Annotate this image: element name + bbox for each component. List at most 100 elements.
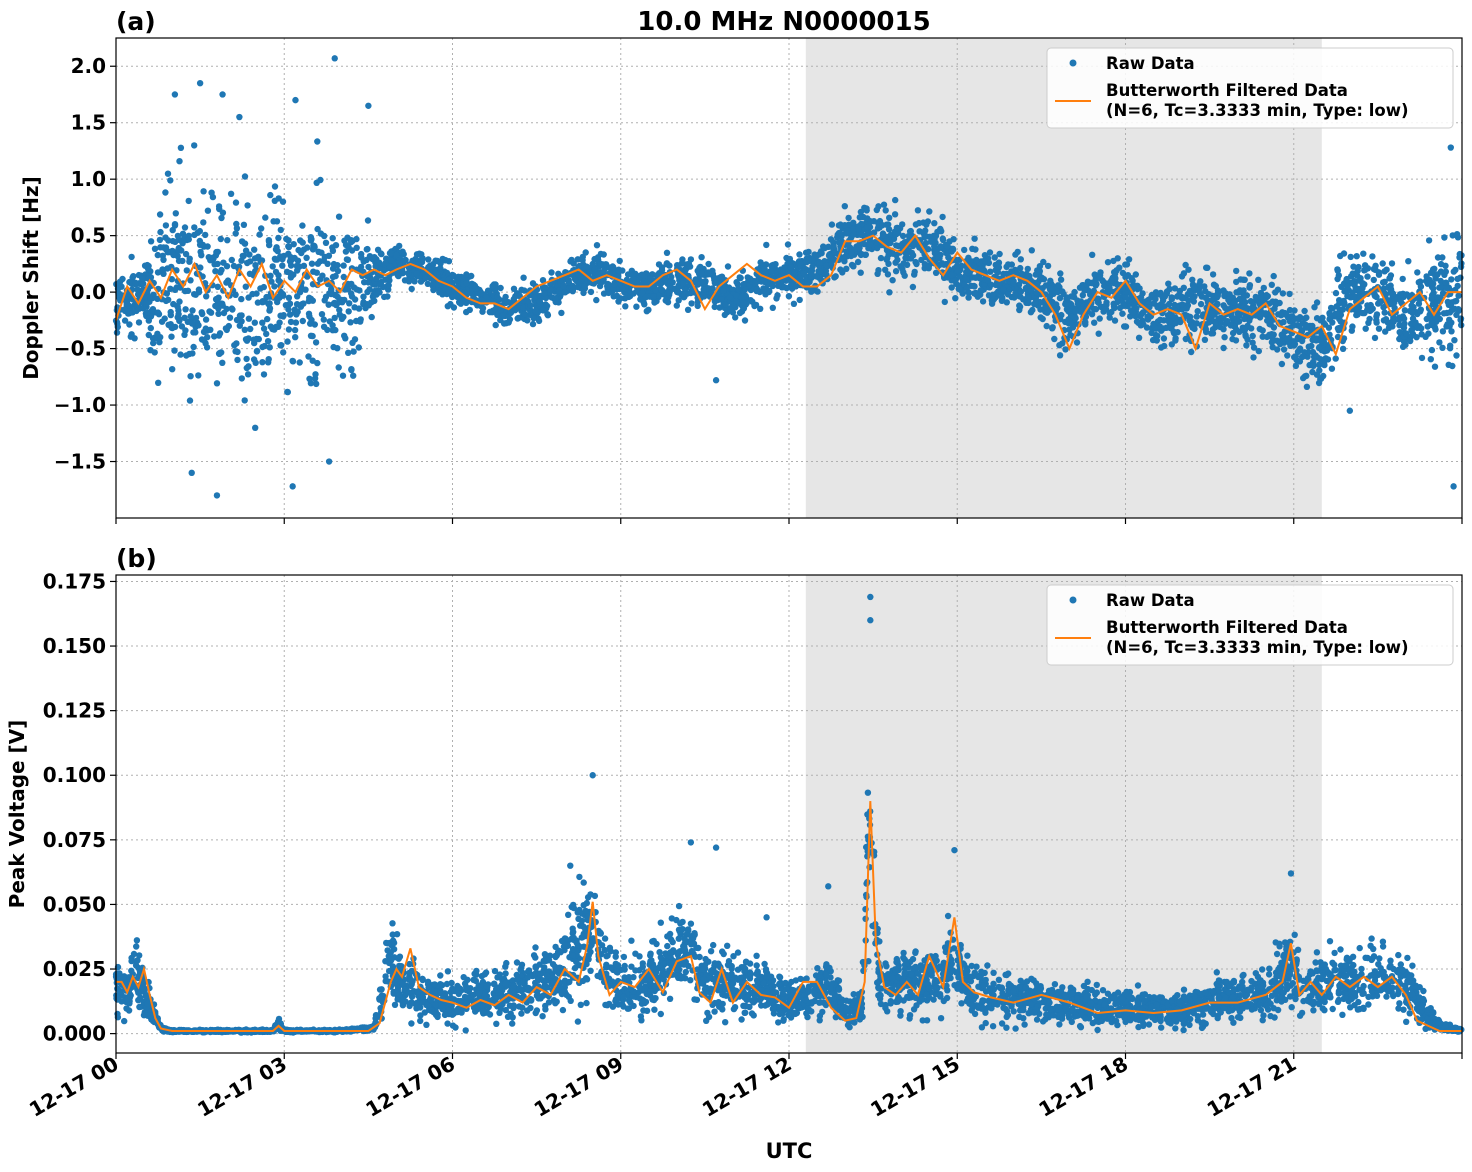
raw-data-point <box>121 317 129 324</box>
raw-data-point <box>1246 282 1254 289</box>
raw-data-point <box>886 214 893 221</box>
raw-data-point <box>1354 267 1361 275</box>
raw-data-point <box>294 308 301 316</box>
raw-data-point <box>183 267 190 274</box>
raw-data-point <box>884 271 892 278</box>
raw-data-point <box>213 380 221 387</box>
raw-data-point <box>252 359 259 366</box>
raw-data-point <box>145 331 152 339</box>
raw-data-point <box>142 300 150 307</box>
raw-data-point <box>186 258 193 265</box>
raw-data-point <box>733 292 740 299</box>
raw-data-point <box>313 269 320 276</box>
raw-data-point <box>156 211 164 218</box>
raw-data-point <box>1351 281 1358 288</box>
raw-data-point <box>1190 284 1198 291</box>
raw-data-point <box>305 297 312 305</box>
raw-data-point <box>1405 258 1412 265</box>
raw-data-point <box>1201 283 1208 290</box>
raw-data-point <box>1128 275 1135 282</box>
raw-data-point <box>850 219 857 226</box>
raw-data-point <box>1012 251 1019 258</box>
raw-data-point <box>215 332 223 339</box>
raw-data-point <box>238 295 245 303</box>
raw-data-point <box>374 246 382 253</box>
raw-data-point <box>497 284 504 292</box>
raw-data-point <box>864 223 871 231</box>
raw-data-point <box>299 222 306 229</box>
raw-data-point <box>1111 317 1119 324</box>
raw-data-point <box>733 279 740 286</box>
raw-data-point <box>518 1010 525 1017</box>
raw-data-point <box>632 950 639 957</box>
raw-data-point <box>251 336 258 343</box>
raw-data-point <box>948 271 955 279</box>
raw-data-point <box>133 937 141 944</box>
raw-data-point <box>580 879 587 886</box>
raw-data-point <box>1310 362 1317 369</box>
raw-data-point <box>1417 283 1425 290</box>
raw-data-point <box>988 300 996 307</box>
raw-data-point <box>1005 278 1013 285</box>
raw-data-point <box>664 299 672 306</box>
raw-data-outlier <box>196 79 204 87</box>
raw-data-point <box>1125 256 1133 263</box>
raw-data-point <box>870 229 878 236</box>
raw-data-point <box>1266 317 1274 324</box>
raw-data-point <box>360 293 367 300</box>
raw-data-point <box>277 312 284 319</box>
raw-data-point <box>1296 323 1303 330</box>
raw-data-point <box>1157 316 1164 323</box>
raw-data-outlier <box>331 55 338 62</box>
raw-data-point <box>1317 337 1324 344</box>
raw-data-point <box>238 257 245 264</box>
raw-data-point <box>154 309 162 316</box>
raw-data-point <box>1018 271 1025 279</box>
raw-data-point <box>836 229 844 237</box>
raw-data-point <box>282 302 290 309</box>
raw-data-point <box>204 243 211 250</box>
raw-data-point <box>1082 318 1089 326</box>
raw-data-point <box>357 263 365 271</box>
raw-data-point <box>843 265 850 272</box>
raw-data-point <box>1252 293 1260 301</box>
raw-data-point <box>544 312 552 319</box>
raw-data-point <box>1408 302 1415 309</box>
raw-data-point <box>1303 383 1311 390</box>
raw-data-point <box>796 296 803 304</box>
raw-data-point <box>169 366 176 373</box>
raw-data-point <box>784 241 792 248</box>
raw-data-point <box>547 286 554 293</box>
raw-data-point <box>1436 339 1443 346</box>
raw-data-point <box>211 333 218 340</box>
raw-data-point <box>1248 305 1255 313</box>
raw-data-point <box>309 332 316 340</box>
raw-data-point <box>158 318 166 325</box>
raw-data-point <box>363 256 370 264</box>
raw-data-point <box>463 271 470 278</box>
raw-data-point <box>1381 268 1388 275</box>
raw-data-point <box>327 290 335 298</box>
raw-data-point <box>1448 276 1455 283</box>
raw-data-point <box>1272 289 1279 296</box>
raw-data-point <box>1222 304 1229 312</box>
raw-data-point <box>417 1012 424 1019</box>
raw-data-point <box>763 241 770 249</box>
raw-data-point <box>889 277 896 284</box>
raw-data-point <box>1240 293 1248 300</box>
raw-data-point <box>1319 314 1326 321</box>
raw-data-point <box>294 293 301 300</box>
raw-data-point <box>880 201 888 208</box>
raw-data-point <box>668 273 675 281</box>
raw-data-point <box>219 209 227 216</box>
raw-data-point <box>1375 269 1383 276</box>
raw-data-point <box>1156 323 1164 330</box>
raw-data-point <box>1074 300 1082 308</box>
raw-data-point <box>315 248 322 255</box>
panel-label: (a) <box>116 7 156 36</box>
raw-data-point <box>1425 237 1433 244</box>
raw-data-point <box>154 269 162 276</box>
raw-data-point <box>1341 301 1348 308</box>
raw-data-point <box>479 304 487 312</box>
raw-data-point <box>118 283 125 290</box>
